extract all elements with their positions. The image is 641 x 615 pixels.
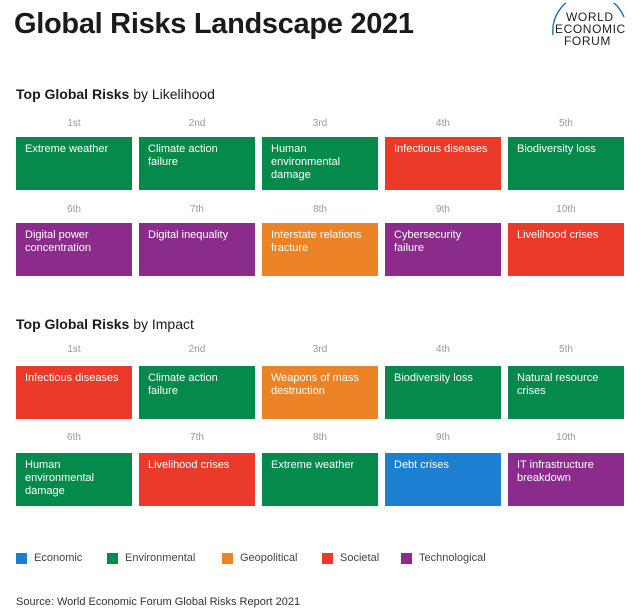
likelihood-rank-2: 2nd [188, 118, 206, 129]
logo-line-2: ECONOMIC [555, 22, 626, 36]
impact-title-rest: by Impact [129, 316, 194, 332]
legend-swatch-technological [401, 552, 412, 564]
impact-risk-tile-10: IT infrastructure breakdown [508, 453, 624, 506]
likelihood-rank-5: 5th [559, 118, 573, 129]
legend-label-economic: Economic [34, 552, 83, 564]
legend-swatch-economic [16, 552, 27, 564]
likelihood-rank-7: 7th [190, 204, 204, 215]
logo-arc-icon [552, 3, 625, 36]
impact-risk-tile-7: Livelihood crises [139, 453, 255, 506]
likelihood-risk-tile-5: Biodiversity loss [508, 137, 624, 190]
legend-label-technological: Technological [419, 552, 486, 564]
likelihood-section-title: Top Global Risks by Likelihood [16, 86, 215, 102]
legend-label-environmental: Environmental [125, 552, 196, 564]
impact-rank-3: 3rd [312, 344, 328, 355]
impact-rank-10: 10th [556, 432, 576, 443]
likelihood-rank-3: 3rd [312, 118, 328, 129]
likelihood-risk-tile-4: Infectious diseases [385, 137, 501, 190]
impact-section-title: Top Global Risks by Impact [16, 316, 194, 332]
likelihood-risk-tile-6: Digital power concentration [16, 223, 132, 276]
wef-logo: WORLD ECONOMIC FORUM [546, 3, 636, 50]
impact-rank-4: 4th [436, 344, 450, 355]
likelihood-title-bold: Top Global Risks [16, 86, 130, 102]
legend-swatch-environmental [107, 552, 118, 564]
impact-risk-tile-6: Human environmental damage [16, 453, 132, 506]
legend-label-societal: Societal [340, 552, 380, 564]
impact-rank-1: 1st [67, 344, 81, 355]
likelihood-risk-tile-10: Livelihood crises [508, 223, 624, 276]
likelihood-risk-tile-1: Extreme weather [16, 137, 132, 190]
impact-risk-tile-5: Natural resource crises [508, 366, 624, 419]
likelihood-rank-4: 4th [436, 118, 450, 129]
likelihood-risk-tile-7: Digital inequality [139, 223, 255, 276]
impact-risk-tile-8: Extreme weather [262, 453, 378, 506]
impact-risk-tile-4: Biodiversity loss [385, 366, 501, 419]
likelihood-rank-6: 6th [67, 204, 81, 215]
impact-title-bold: Top Global Risks [16, 316, 130, 332]
impact-rank-8: 8th [313, 432, 327, 443]
impact-risk-tile-1: Infectious diseases [16, 366, 132, 419]
likelihood-rank-8: 8th [313, 204, 327, 215]
legend-item-environmental: Environmental [107, 552, 195, 564]
likelihood-rank-10: 10th [556, 204, 576, 215]
impact-risk-tile-2: Climate action failure [139, 366, 255, 419]
legend-item-technological: Technological [401, 552, 486, 564]
likelihood-risk-tile-2: Climate action failure [139, 137, 255, 190]
legend-item-societal: Societal [322, 552, 379, 564]
likelihood-risk-tile-3: Human environmental damage [262, 137, 378, 190]
impact-rank-7: 7th [190, 432, 204, 443]
impact-rank-2: 2nd [188, 344, 206, 355]
likelihood-risk-tile-9: Cybersecurity failure [385, 223, 501, 276]
impact-rank-6: 6th [67, 432, 81, 443]
impact-risk-tile-9: Debt crises [385, 453, 501, 506]
likelihood-rank-1: 1st [67, 118, 81, 129]
logo-line-3: FORUM [564, 34, 611, 48]
impact-rank-5: 5th [559, 344, 573, 355]
legend-item-economic: Economic [16, 552, 82, 564]
legend-swatch-societal [322, 552, 333, 564]
source-note: Source: World Economic Forum Global Risk… [16, 596, 301, 608]
legend-item-geopolitical: Geopolitical [222, 552, 297, 564]
likelihood-risk-tile-8: Interstate relations fracture [262, 223, 378, 276]
page-title: Global Risks Landscape 2021 [14, 8, 414, 40]
likelihood-title-rest: by Likelihood [129, 86, 215, 102]
legend-swatch-geopolitical [222, 552, 233, 564]
impact-risk-tile-3: Weapons of mass destruction [262, 366, 378, 419]
legend-label-geopolitical: Geopolitical [240, 552, 298, 564]
logo-line-1: WORLD [566, 10, 614, 24]
likelihood-rank-9: 9th [436, 204, 450, 215]
impact-rank-9: 9th [436, 432, 450, 443]
